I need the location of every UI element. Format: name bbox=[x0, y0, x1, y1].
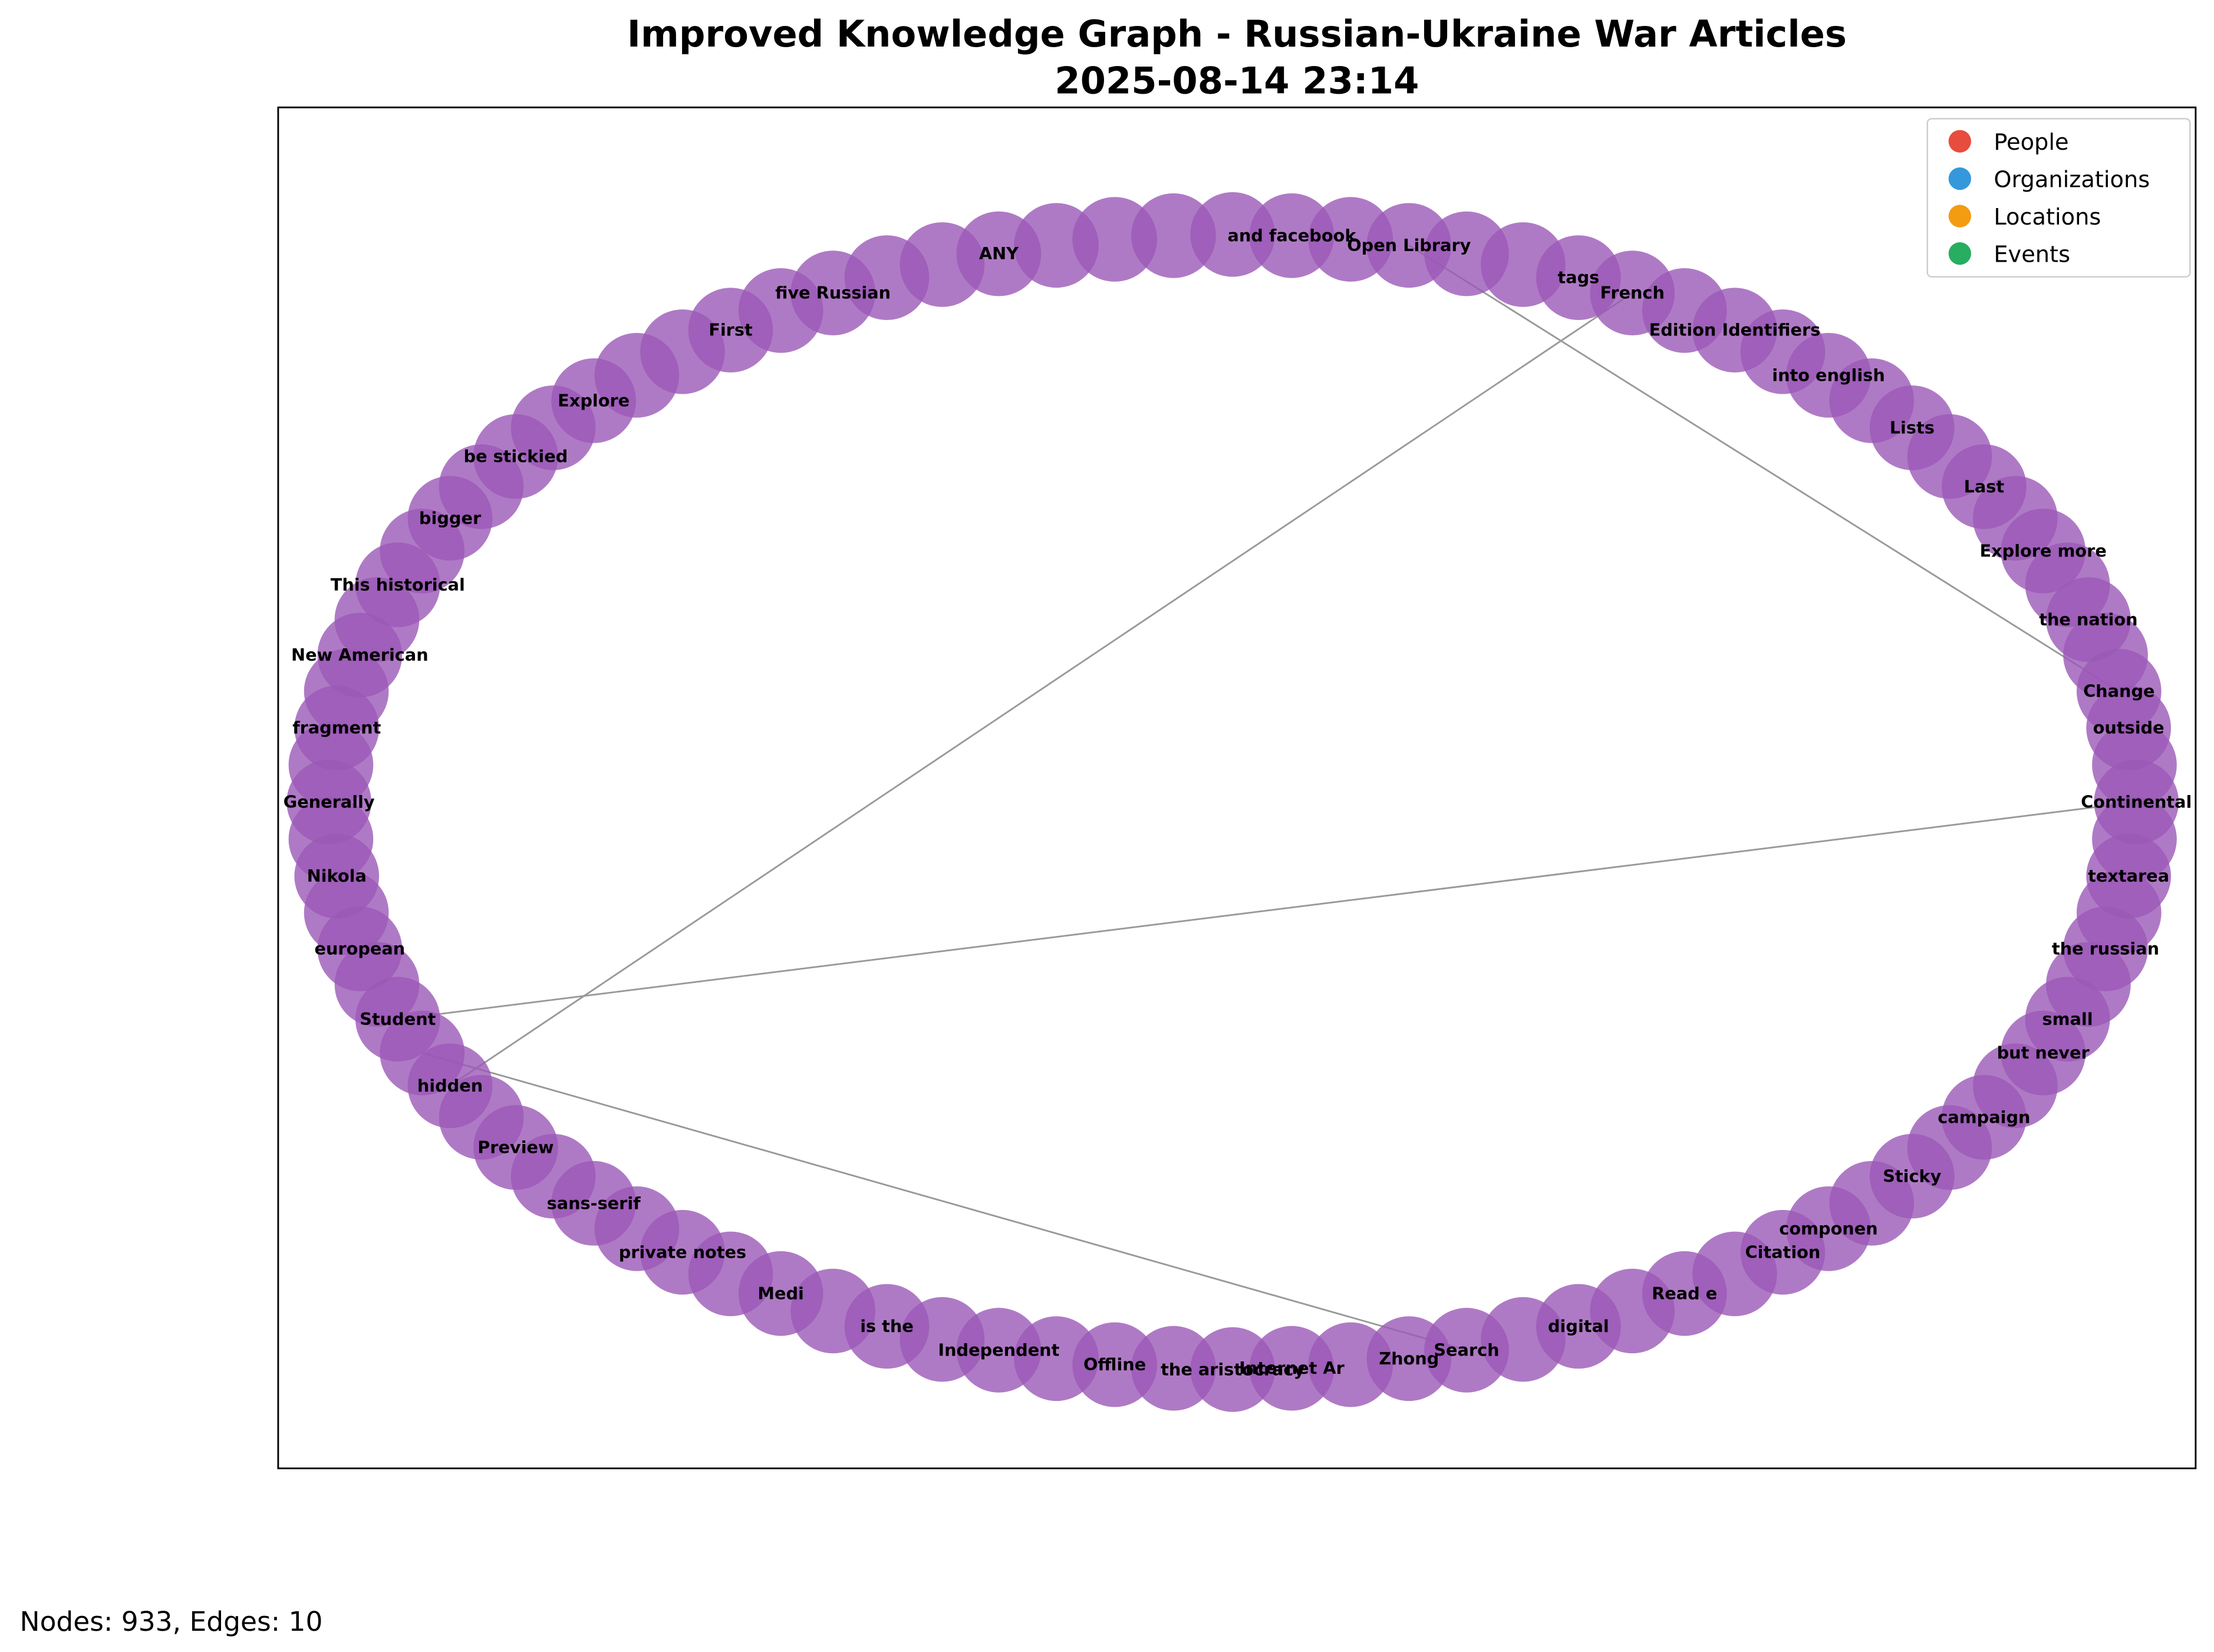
plot-frame bbox=[277, 106, 2197, 1469]
node bbox=[1190, 1327, 1276, 1412]
node-label: Offline bbox=[1083, 1354, 1146, 1374]
node-label: five Russian bbox=[775, 283, 891, 303]
node-label: and facebook bbox=[1227, 225, 1356, 245]
node-label: ANY bbox=[979, 243, 1019, 263]
node-label: into english bbox=[1772, 365, 1885, 385]
node bbox=[2092, 722, 2177, 807]
node-label: Independent bbox=[938, 1340, 1059, 1360]
node-label: Explore more bbox=[1979, 540, 2106, 560]
node-label: New American bbox=[291, 645, 429, 665]
node-label: the nation bbox=[2039, 609, 2137, 629]
node-label: Medi bbox=[757, 1283, 804, 1303]
legend-label: Locations bbox=[1994, 204, 2101, 230]
nodes bbox=[286, 192, 2179, 1412]
node-label: Sticky bbox=[1883, 1166, 1941, 1186]
node-label: French bbox=[1600, 283, 1665, 303]
footer: Nodes: 933, Edges: 10 bbox=[20, 1606, 323, 1637]
node-label: campaign bbox=[1938, 1107, 2030, 1127]
node-label: fragment bbox=[292, 718, 381, 738]
legend-label: People bbox=[1994, 129, 2068, 156]
legend-marker bbox=[1948, 130, 1971, 153]
node-label: bigger bbox=[419, 508, 482, 528]
legend-marker bbox=[1948, 205, 1971, 227]
node-label: small bbox=[2042, 1009, 2093, 1029]
node-label: outside bbox=[2093, 718, 2164, 738]
node-label: This historical bbox=[331, 575, 465, 595]
node-label: Read e bbox=[1652, 1283, 1717, 1303]
legend-label: Organizations bbox=[1994, 167, 2150, 193]
title: Improved Knowledge Graph - Russian-Ukrai… bbox=[627, 12, 1847, 55]
node-label: but never bbox=[1997, 1043, 2090, 1063]
legend-box bbox=[1926, 118, 2191, 278]
legend-marker bbox=[1948, 242, 1971, 265]
edge bbox=[421, 1052, 1467, 1351]
node-label: european bbox=[314, 939, 405, 959]
node-label: Zhong bbox=[1379, 1348, 1439, 1369]
node-label: Explore bbox=[558, 390, 630, 410]
subtitle: 2025-08-14 23:14 bbox=[1055, 59, 1419, 102]
node-label: Lists bbox=[1890, 417, 1935, 437]
node-label: textarea bbox=[2088, 866, 2169, 886]
node-label: is the bbox=[860, 1316, 914, 1336]
node-label: Student bbox=[360, 1009, 436, 1029]
node-label: Preview bbox=[477, 1137, 554, 1158]
node-label: Last bbox=[1964, 476, 2005, 496]
node-label: Nikola bbox=[307, 866, 367, 886]
legend-label: Events bbox=[1994, 242, 2070, 268]
node-label: Internet Ar bbox=[1239, 1358, 1345, 1378]
node bbox=[1131, 193, 1216, 278]
legend-marker bbox=[1948, 167, 1971, 190]
edge bbox=[1408, 245, 2120, 693]
node-label: First bbox=[709, 320, 753, 340]
node-label: Continental bbox=[2081, 792, 2192, 812]
node-label: Change bbox=[2083, 681, 2154, 701]
node-label: sans-serif bbox=[547, 1193, 641, 1213]
legend: People Organizations Locations Events bbox=[1926, 118, 2191, 278]
edge bbox=[449, 292, 1633, 1087]
node-labels: Continental textarea the russian small but n… bbox=[284, 225, 2192, 1379]
node bbox=[1190, 192, 1276, 277]
node-label: the aristocracy bbox=[1161, 1359, 1304, 1379]
node-label: Open Library bbox=[1347, 235, 1471, 255]
node-label: the russian bbox=[2052, 939, 2159, 959]
node-label: tags bbox=[1557, 268, 1599, 288]
node-label: digital bbox=[1548, 1316, 1609, 1336]
node-label: Edition Identifiers bbox=[1649, 320, 1821, 340]
edges bbox=[397, 245, 2137, 1351]
node bbox=[1249, 1325, 1335, 1411]
node-label: hidden bbox=[417, 1076, 483, 1096]
edge bbox=[397, 801, 2137, 1020]
node-label: Citation bbox=[1745, 1242, 1821, 1262]
node-label: Search bbox=[1434, 1340, 1499, 1360]
node-label: be stickied bbox=[464, 446, 568, 466]
node-label: Generally bbox=[284, 792, 375, 812]
node-label: private notes bbox=[619, 1242, 746, 1262]
node-label: componen bbox=[1779, 1218, 1877, 1238]
